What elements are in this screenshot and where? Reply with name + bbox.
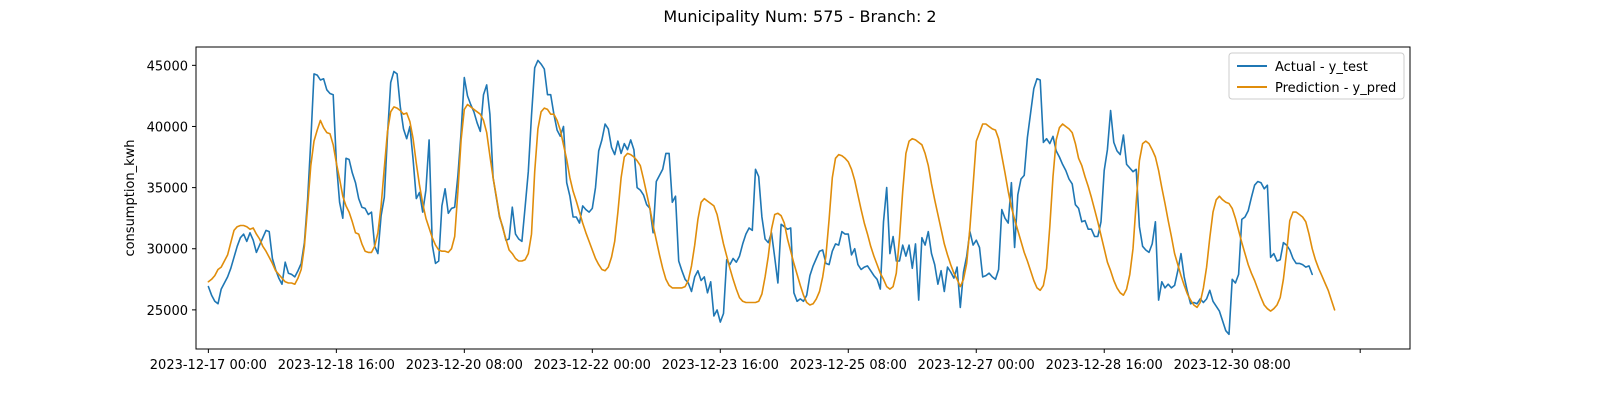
- x-tick-label: 2023-12-28 16:00: [1046, 358, 1163, 373]
- legend: Actual - y_test Prediction - y_pred: [1228, 52, 1405, 100]
- series-line-prediction: [207, 103, 1336, 312]
- y-axis-label: consumption_kwh: [123, 139, 138, 256]
- series-line-actual: [207, 59, 1313, 336]
- x-axis: 2023-12-17 00:00 2023-12-18 16:00 2023-12-…: [150, 349, 1361, 373]
- x-tick-label: 2023-12-30 08:00: [1174, 358, 1291, 373]
- x-tick-label: 2023-12-17 00:00: [150, 358, 267, 373]
- plot-area: [207, 59, 1336, 336]
- y-tick-label: 45000: [147, 59, 188, 74]
- chart-title: Municipality Num: 575 - Branch: 2: [663, 7, 936, 26]
- y-axis: 25000 30000 35000 40000 45000: [147, 59, 196, 319]
- x-tick-label: 2023-12-23 16:00: [662, 358, 779, 373]
- x-tick-label: 2023-12-18 16:00: [278, 358, 395, 373]
- y-tick-label: 40000: [147, 120, 188, 135]
- legend-label: Prediction - y_pred: [1275, 81, 1396, 96]
- y-tick-label: 35000: [147, 182, 188, 197]
- x-tick-label: 2023-12-22 00:00: [534, 358, 651, 373]
- x-tick-label: 2023-12-25 08:00: [790, 358, 907, 373]
- y-tick-label: 25000: [147, 304, 188, 319]
- x-tick-label: 2023-12-27 00:00: [918, 358, 1035, 373]
- x-tick-label: 2023-12-20 08:00: [406, 358, 523, 373]
- plot-frame: [195, 46, 1411, 350]
- legend-box: [1228, 52, 1405, 100]
- y-tick-label: 30000: [147, 243, 188, 258]
- legend-label: Actual - y_test: [1275, 60, 1368, 75]
